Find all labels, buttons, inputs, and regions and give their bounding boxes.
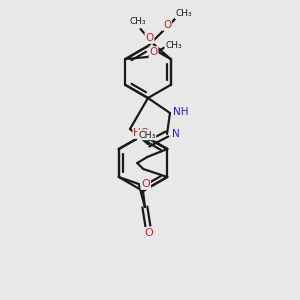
Text: CH₃: CH₃ xyxy=(129,16,146,26)
Text: O: O xyxy=(146,33,154,43)
Text: CH₃: CH₃ xyxy=(165,40,182,50)
Text: O: O xyxy=(149,47,158,57)
Text: O: O xyxy=(145,228,153,238)
Text: CH₃: CH₃ xyxy=(138,130,155,140)
Text: NH: NH xyxy=(173,107,189,117)
Text: O: O xyxy=(141,179,150,189)
Text: O: O xyxy=(163,20,171,30)
Text: N: N xyxy=(172,129,180,139)
Text: HO: HO xyxy=(133,128,149,138)
Text: CH₃: CH₃ xyxy=(176,10,192,19)
